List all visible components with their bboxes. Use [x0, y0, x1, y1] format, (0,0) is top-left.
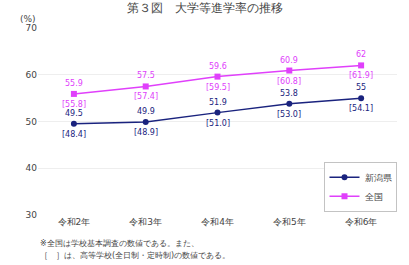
svg-text:49.9: 49.9 [137, 107, 155, 116]
svg-text:70: 70 [26, 23, 38, 33]
svg-text:53.8: 53.8 [280, 89, 298, 98]
svg-text:令和6年: 令和6年 [345, 217, 378, 227]
svg-text:(%): (%) [20, 14, 36, 24]
svg-text:60.9: 60.9 [280, 56, 298, 65]
svg-text:[57.4]: [57.4] [134, 92, 158, 101]
svg-text:30: 30 [26, 210, 38, 220]
svg-text:[59.5]: [59.5] [206, 83, 230, 92]
svg-text:51.9: 51.9 [209, 98, 227, 107]
svg-text:59.6: 59.6 [209, 62, 227, 71]
svg-text:62: 62 [356, 50, 366, 59]
svg-text:[48.4]: [48.4] [62, 130, 86, 139]
svg-text:[48.9]: [48.9] [134, 128, 158, 137]
svg-text:[60.8]: [60.8] [277, 77, 301, 86]
svg-text:50: 50 [26, 117, 38, 127]
svg-text:［ ］は、高等学校(全日制・定時制)の数値である。: ［ ］は、高等学校(全日制・定時制)の数値である。 [40, 251, 230, 260]
svg-text:49.5: 49.5 [65, 109, 83, 118]
svg-text:[51.0]: [51.0] [206, 119, 230, 128]
svg-text:令和2年: 令和2年 [58, 217, 91, 227]
svg-text:令和5年: 令和5年 [273, 217, 306, 227]
svg-text:令和4年: 令和4年 [201, 217, 234, 227]
svg-text:全国: 全国 [365, 192, 383, 202]
svg-text:※全国は学校基本調査の数値である。また、: ※全国は学校基本調査の数値である。また、 [40, 239, 199, 248]
svg-text:40: 40 [26, 163, 38, 173]
svg-text:[53.0]: [53.0] [277, 110, 301, 119]
svg-text:令和3年: 令和3年 [129, 217, 162, 227]
svg-text:[54.1]: [54.1] [349, 104, 373, 113]
svg-text:57.5: 57.5 [137, 71, 155, 80]
svg-text:[61.9]: [61.9] [349, 71, 373, 80]
svg-text:55.9: 55.9 [65, 79, 83, 88]
svg-text:60: 60 [26, 70, 38, 80]
svg-text:新潟県: 新潟県 [365, 173, 392, 183]
svg-text:55: 55 [356, 83, 366, 92]
svg-text:第３図 大学等進学率の推移: 第３図 大学等進学率の推移 [127, 1, 283, 15]
svg-text:[55.8]: [55.8] [62, 100, 86, 109]
